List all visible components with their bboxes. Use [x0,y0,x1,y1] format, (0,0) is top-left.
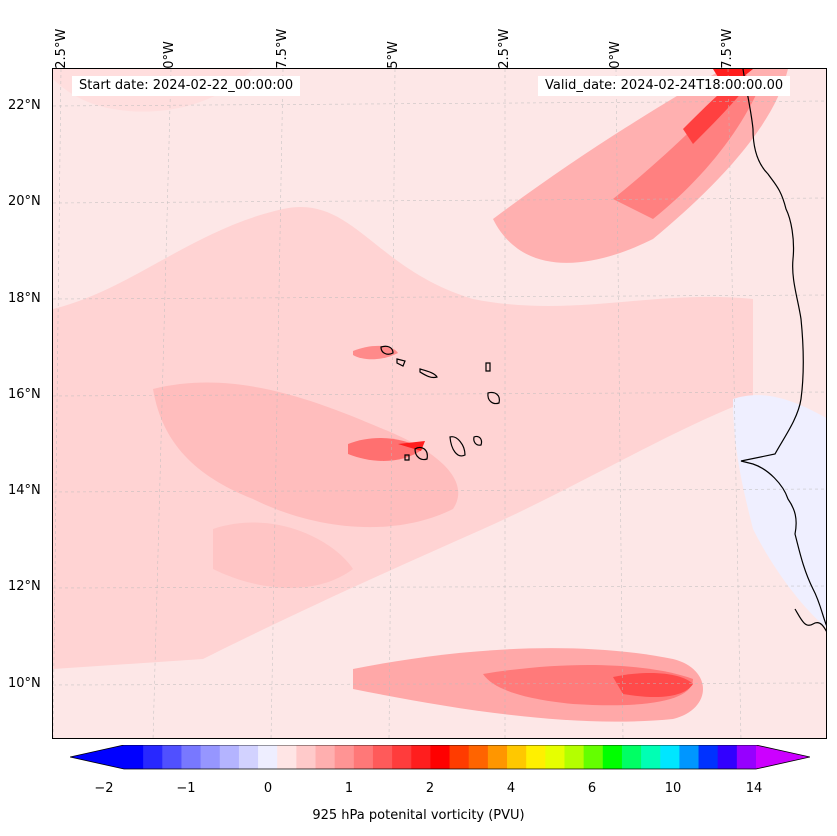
colorbar-segment [334,745,355,769]
africa-coastline [740,69,826,626]
colorbar-segment [545,745,566,769]
colorbar-segment [353,745,374,769]
colorbar-segment [258,745,278,769]
lat-label-10n: 10°N [8,676,41,691]
start-date-label: Start date: 2024-02-22_00:00:00 [72,76,301,96]
colorbar-segment [392,745,412,769]
colorbar-segment [526,745,546,769]
pv-contour-fills [53,69,826,722]
gridline-lon-30w [152,69,172,738]
colorbar-under-arrow [70,745,124,769]
colorbar-tick-label: 10 [664,781,682,796]
colorbar-segment [372,745,393,769]
island-santo-antao [380,345,394,355]
colorbar-tick-label: −2 [94,781,114,796]
colorbar-segment [181,745,202,769]
island-sao-nicolau [419,368,438,379]
colorbar-over-arrow [756,745,810,769]
colorbar-segment [717,745,738,769]
gridline-lon-25w [388,69,396,738]
colorbar-segment [124,745,144,769]
gridline-lon-27-5w [270,69,284,738]
lat-label-20n: 20°N [8,194,41,209]
colorbar-segment [583,745,604,769]
pv-contour-band [353,345,398,360]
colorbar-segment [296,745,317,769]
lat-label-22n: 22°N [8,98,41,113]
island-maio [473,435,483,446]
colorbar-segment [200,745,221,769]
colorbar-segment [679,745,700,769]
pv-contour-band [153,382,459,528]
map-gridlines [53,69,826,738]
colorbar-segment [277,745,297,769]
colorbar-segment [602,745,623,769]
colorbar-tick-label: −1 [176,781,196,796]
colorbar-segment [507,745,527,769]
colorbar-segment [315,745,336,769]
colorbar-segment [487,745,508,769]
colorbar-segment [698,745,719,769]
colorbar-segment [468,745,489,769]
colorbar-segment [430,745,451,769]
map-canvas [53,69,826,738]
africa-coastline-south [794,608,826,632]
colorbar-segment [219,745,240,769]
valid-date-label: Valid_date: 2024-02-24T18:00:00.00 [538,76,791,96]
island-boa-vista [487,391,500,405]
lat-label-18n: 18°N [8,291,41,306]
island-santiago [449,436,466,457]
colorbar-tick-label: 0 [263,781,273,796]
colorbar-segment [660,745,680,769]
colorbar-tick-label: 14 [745,781,763,796]
lat-label-16n: 16°N [8,387,41,402]
cape-verde-islands [380,345,500,461]
colorbar-segment [238,745,259,769]
pv-contour-band [398,441,425,451]
colorbar-segment [621,745,642,769]
island-brava [404,454,410,461]
pv-contour-band [613,79,763,219]
island-sal [485,362,491,372]
lat-label-12n: 12°N [8,579,41,594]
colorbar-segment [736,745,757,769]
colorbar-segment [411,745,432,769]
island-fogo [414,446,428,461]
gridline-lon-17-5w [727,69,742,738]
colorbar-outline [70,745,810,770]
pv-contour-band [613,673,693,697]
island-sao-vicente [396,358,406,367]
colorbar-segment [162,745,183,769]
pv-contour-band [213,522,353,588]
gridline-lon-32-5w [53,69,62,738]
colorbar-segment [143,745,163,769]
lat-label-14n: 14°N [8,483,41,498]
colorbar [70,745,810,770]
colorbar-tick-label: 4 [506,781,516,796]
colorbar-segment [641,745,661,769]
gridline-lat-20n [53,197,826,204]
colorbar-title: 925 hPa potenital vorticity (PVU) [312,808,525,823]
colorbar-tick-label: 6 [587,781,597,796]
pv-contour-band [733,395,826,628]
gridline-lon-20w [615,69,624,738]
colorbar-tick-label: 1 [344,781,354,796]
coastlines [740,69,826,632]
colorbar-tick-label: 2 [425,781,435,796]
map-panel [52,68,827,739]
colorbar-segment [449,745,470,769]
colorbar-segment [564,745,585,769]
